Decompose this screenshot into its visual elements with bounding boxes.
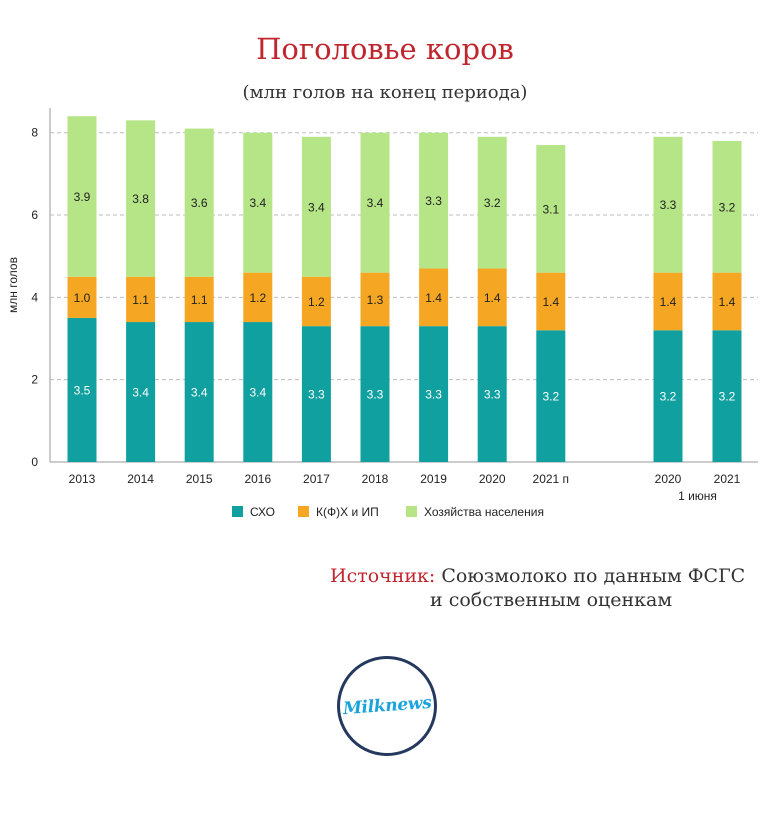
milknews-logo: Milknews: [337, 656, 437, 756]
data-label: 1.0: [74, 291, 91, 305]
data-label: 1.4: [660, 295, 677, 309]
x-tick-label: 2015: [186, 472, 213, 486]
bar-segment: [477, 326, 507, 462]
data-label: 1.4: [542, 295, 559, 309]
legend-label: Хозяйства населения: [424, 505, 544, 519]
x-tick-label: 2019: [420, 472, 447, 486]
legend-swatch: [232, 506, 243, 517]
bar-segment: [419, 268, 449, 327]
bar-segment: [243, 272, 273, 323]
y-tick-label: 4: [31, 290, 38, 304]
bar-segment: [67, 317, 97, 462]
bar-segment: [360, 132, 390, 273]
data-label: 1.1: [191, 293, 208, 307]
bar-segment: [360, 326, 390, 462]
legend-label: К(Ф)Х и ИП: [316, 505, 379, 519]
bar-segment: [126, 276, 156, 323]
data-label: 3.3: [367, 388, 384, 402]
data-label: 3.3: [425, 388, 442, 402]
data-label: 3.4: [191, 386, 208, 400]
bar-segment: [243, 132, 273, 273]
x-category-note: 1 июня: [678, 489, 717, 503]
chart-title: Поголовье коров: [256, 32, 514, 66]
data-label: 1.1: [132, 293, 149, 307]
bar-segment: [126, 322, 156, 462]
data-label: 3.2: [719, 390, 736, 404]
x-tick-label: 2020: [479, 472, 506, 486]
data-label: 3.3: [425, 194, 442, 208]
data-label: 1.4: [484, 291, 501, 305]
bar-segment: [712, 272, 742, 331]
y-tick-label: 2: [31, 373, 38, 387]
data-label: 1.4: [425, 291, 442, 305]
x-tick-label: 2020: [655, 472, 682, 486]
logo-text: Milknews: [342, 692, 432, 720]
data-label: 3.2: [542, 390, 559, 404]
y-tick-label: 6: [31, 208, 38, 222]
data-label: 3.2: [484, 196, 501, 210]
bar-segment: [301, 326, 331, 462]
x-tick-label: 2016: [244, 472, 271, 486]
bar-segment: [243, 322, 273, 462]
source-note: Источник: Союзмолоко по данным ФСГС и со…: [330, 564, 745, 612]
y-axis-label: млн голов: [6, 257, 20, 313]
bar-segment: [712, 330, 742, 462]
legend-label: СХО: [250, 505, 275, 519]
data-label: 3.3: [308, 388, 325, 402]
data-label: 3.9: [74, 190, 91, 204]
bar-segment: [653, 330, 683, 462]
legend-swatch: [298, 506, 309, 517]
x-tick-label: 2018: [362, 472, 389, 486]
bar-segment: [301, 276, 331, 327]
legend-swatch: [406, 506, 417, 517]
x-tick-label: 2014: [127, 472, 154, 486]
bar-segment: [653, 136, 683, 273]
data-label: 3.3: [484, 388, 501, 402]
data-label: 3.2: [719, 200, 736, 214]
data-label: 3.5: [74, 383, 91, 397]
x-tick-label: 2017: [303, 472, 330, 486]
bar-segment: [184, 276, 214, 323]
x-tick-label: 2013: [69, 472, 96, 486]
x-tick-label: 2021: [714, 472, 741, 486]
bar-segment: [301, 136, 331, 277]
bar-segment: [536, 272, 566, 331]
bar-segment: [653, 272, 683, 331]
data-label: 3.8: [132, 192, 149, 206]
data-label: 3.4: [308, 200, 325, 214]
y-tick-label: 8: [31, 126, 38, 140]
y-tick-label: 0: [31, 455, 38, 469]
bar-segment: [67, 276, 97, 318]
source-label: Источник:: [330, 565, 436, 587]
data-label: 1.4: [719, 295, 736, 309]
bar-segment: [360, 272, 390, 327]
source-line1: Союзмолоко по данным ФСГС: [441, 565, 746, 587]
data-label: 3.6: [191, 196, 208, 210]
bar-segment: [126, 120, 156, 277]
x-tick-label: 2021 п: [533, 472, 570, 486]
data-label: 3.4: [132, 386, 149, 400]
data-label: 1.2: [308, 295, 325, 309]
bar-segment: [184, 322, 214, 462]
bar-segment: [536, 330, 566, 462]
bar-segment: [477, 268, 507, 327]
bar-segment: [712, 140, 742, 273]
stacked-bar-chart: 0 2 4 6 8 млн голов 3.5 1.0 3.9 2013 3.4 1.1 3.8 2014…: [6, 108, 758, 519]
bar-segment: [477, 136, 507, 269]
data-label: 1.3: [367, 293, 384, 307]
data-label: 1.2: [249, 291, 266, 305]
bar-segment: [536, 145, 566, 273]
data-label: 3.4: [249, 196, 266, 210]
bar-segment: [419, 132, 449, 269]
bar-segment: [419, 326, 449, 462]
data-label: 3.3: [660, 198, 677, 212]
data-label: 3.1: [542, 202, 559, 216]
chart-subtitle: (млн голов на конец периода): [242, 82, 528, 103]
source-line2: и собственным оценкам: [430, 589, 673, 611]
bar-segment: [184, 128, 214, 277]
data-label: 3.4: [367, 196, 384, 210]
data-label: 3.2: [660, 390, 677, 404]
bar-segment: [67, 116, 97, 277]
data-label: 3.4: [249, 386, 266, 400]
